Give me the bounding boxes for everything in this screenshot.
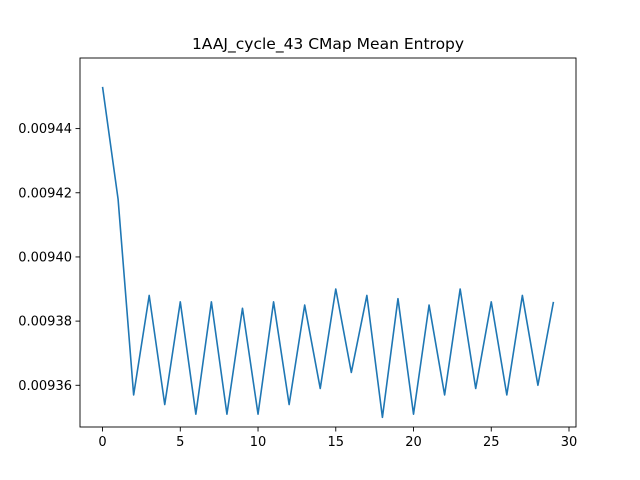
y-tick-label: 0.00940 — [18, 250, 72, 265]
x-tick-label: 15 — [328, 435, 345, 450]
chart-title: 1AAJ_cycle_43 CMap Mean Entropy — [192, 35, 464, 54]
x-tick-label: 5 — [176, 435, 184, 450]
tick-layer: 0 5 10 15 20 25 30 0.00936 0.00938 0.00940 0.00942… — [18, 122, 577, 450]
x-tick-label: 20 — [405, 435, 422, 450]
plot-frame — [79, 57, 577, 428]
x-tick-label: 25 — [483, 435, 500, 450]
y-tick-label: 0.00938 — [18, 315, 72, 330]
series-layer — [101, 86, 555, 419]
x-tick-label: 10 — [250, 435, 267, 450]
series-line-0 — [101, 86, 555, 419]
y-tick-label: 0.00942 — [18, 186, 72, 201]
x-tick-label: 0 — [98, 435, 106, 450]
y-tick-label: 0.00936 — [18, 379, 72, 394]
x-tick-label: 30 — [561, 435, 578, 450]
y-tick-label: 0.00944 — [18, 122, 72, 137]
